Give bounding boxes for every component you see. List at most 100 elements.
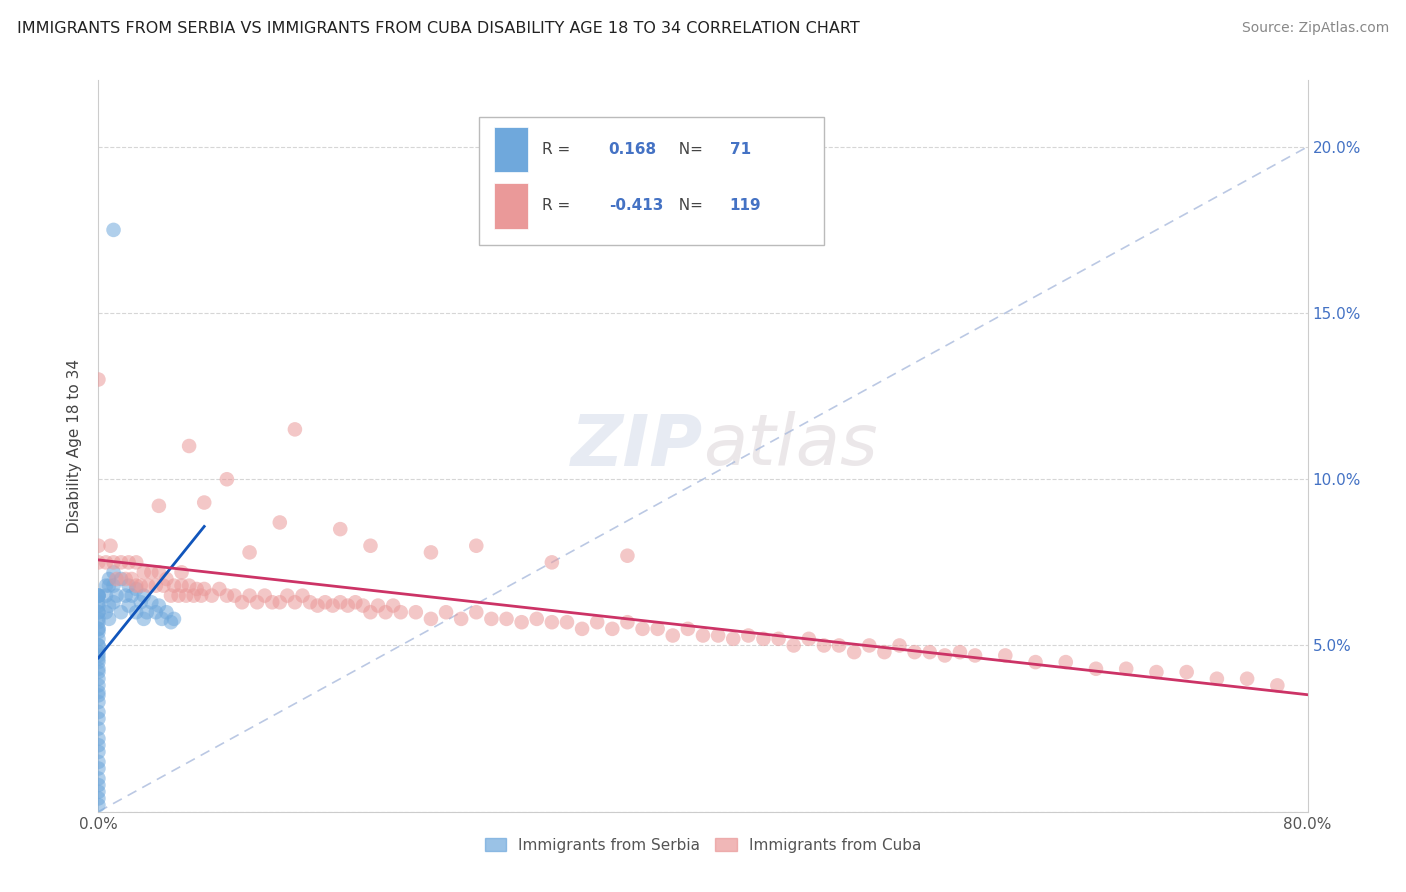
Point [1206, 672, 1229, 686]
Point [858, 639, 880, 653]
Point [125, 605, 148, 619]
Point [141, 595, 163, 609]
Point [374, 605, 396, 619]
Text: 71: 71 [730, 142, 751, 157]
Point [87, 622, 110, 636]
Point [94, 579, 117, 593]
Text: Source: ZipAtlas.com: Source: ZipAtlas.com [1241, 21, 1389, 35]
Point [405, 605, 427, 619]
Point [208, 582, 231, 596]
Point [87, 612, 110, 626]
Point [105, 572, 128, 586]
Point [1115, 662, 1137, 676]
Point [87, 639, 110, 653]
Point [87, 778, 110, 792]
Point [132, 566, 155, 580]
Point [647, 622, 669, 636]
Point [481, 612, 503, 626]
Point [135, 605, 157, 619]
Point [87, 695, 110, 709]
Point [87, 785, 110, 799]
Point [114, 572, 136, 586]
Point [231, 595, 253, 609]
Point [707, 628, 730, 642]
Text: 0.168: 0.168 [609, 142, 657, 157]
Text: IMMIGRANTS FROM SERBIA VS IMMIGRANTS FROM CUBA DISABILITY AGE 18 TO 34 CORRELATI: IMMIGRANTS FROM SERBIA VS IMMIGRANTS FRO… [17, 21, 859, 36]
Point [87, 595, 110, 609]
Point [1054, 655, 1077, 669]
Point [336, 599, 359, 613]
Text: R =: R = [543, 142, 575, 157]
Point [136, 579, 159, 593]
Point [314, 595, 336, 609]
Text: 119: 119 [730, 198, 761, 213]
Point [239, 589, 262, 603]
Point [360, 605, 382, 619]
Point [145, 605, 167, 619]
Point [828, 639, 851, 653]
Point [87, 589, 110, 603]
Point [87, 738, 110, 752]
Point [94, 555, 117, 569]
Point [692, 628, 714, 642]
Point [87, 539, 110, 553]
Point [87, 662, 110, 676]
Point [87, 645, 110, 659]
Point [94, 589, 117, 603]
Point [87, 555, 110, 569]
Point [253, 589, 276, 603]
FancyBboxPatch shape [494, 127, 527, 172]
Point [661, 628, 683, 642]
Point [420, 545, 443, 559]
Point [125, 579, 148, 593]
Point [284, 422, 307, 436]
Point [87, 655, 110, 669]
Point [179, 439, 201, 453]
Point [360, 539, 382, 553]
Point [87, 722, 110, 736]
Point [367, 599, 389, 613]
Point [344, 595, 367, 609]
Point [450, 612, 472, 626]
Point [87, 791, 110, 805]
Point [148, 599, 170, 613]
Point [118, 579, 141, 593]
Point [215, 589, 238, 603]
Point [132, 612, 155, 626]
Point [723, 632, 745, 646]
Point [352, 599, 374, 613]
Point [555, 615, 578, 630]
Point [163, 579, 186, 593]
Point [87, 615, 110, 630]
Point [949, 645, 972, 659]
FancyBboxPatch shape [494, 183, 527, 228]
Point [170, 566, 193, 580]
Point [540, 555, 562, 569]
Point [125, 582, 148, 596]
Point [918, 645, 941, 659]
Point [87, 589, 110, 603]
Point [329, 595, 352, 609]
Point [118, 599, 141, 613]
Point [87, 745, 110, 759]
Point [100, 539, 122, 553]
Point [262, 595, 284, 609]
Point [299, 595, 322, 609]
Point [87, 665, 110, 679]
Point [87, 625, 110, 640]
Point [103, 566, 125, 580]
Point [148, 499, 170, 513]
Point [174, 589, 197, 603]
Point [994, 648, 1017, 663]
Point [118, 555, 141, 569]
Point [602, 622, 624, 636]
Point [87, 605, 110, 619]
Point [329, 522, 352, 536]
Point [155, 605, 177, 619]
Point [110, 605, 132, 619]
Point [934, 648, 956, 663]
Text: R =: R = [543, 198, 575, 213]
Point [246, 595, 269, 609]
Point [129, 579, 152, 593]
Point [193, 582, 215, 596]
